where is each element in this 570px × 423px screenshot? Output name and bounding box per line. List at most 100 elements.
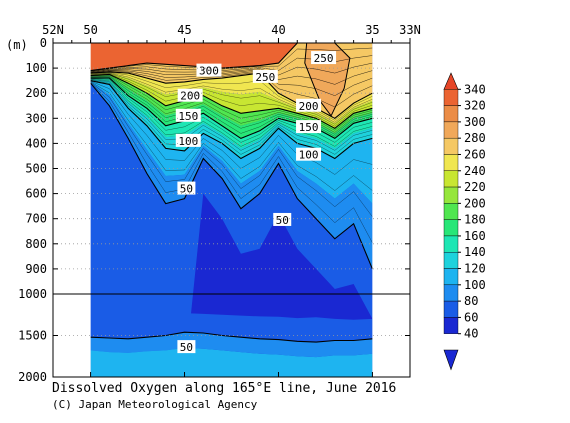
contour-minor [90,79,373,155]
depth-tick-label: 400 [25,136,47,150]
deep-band-60 [90,332,373,358]
oxygen-band-240 [90,71,373,124]
colorbar-tick-label: 120 [464,262,486,276]
colorbar-swatch [443,121,459,139]
plot-frame [52,42,411,378]
colorbar-tick-label: 300 [464,115,486,129]
contour-minor [90,62,373,76]
contour-minor [90,75,373,133]
colorbar-tick-label: 160 [464,229,486,243]
colorbar-swatch [443,235,459,253]
colorbar-tick-label: 60 [464,310,478,324]
contour-label-bg [175,133,201,147]
contour-deep-50 [90,331,373,343]
colorbar-tick-label: 180 [464,213,486,227]
contour-label: 300 [199,65,219,78]
colorbar-tick-label: 320 [464,99,486,113]
axis-layer [52,42,411,378]
contour-minor [90,69,373,85]
depth-tick-label: 2000 [18,370,47,384]
oxygen-band-50 [90,83,373,377]
contour-label: 50 [180,341,193,354]
contour-250 [90,71,373,119]
colorbar-tick-label: 100 [464,278,486,292]
depth-unit-label: (m) [6,38,28,52]
depth-tick-label: 200 [25,86,47,100]
colorbar-swatch [443,203,459,220]
depth-tick-label: 700 [25,212,47,226]
contour-label-bg [177,181,196,195]
contour-label: 200 [180,90,200,103]
latitude-tick-label: 50 [83,23,97,37]
copyright-credit: (C) Japan Meteorological Agency [52,398,258,411]
contour-label-bg [296,98,322,112]
colorbar-swatch [443,219,459,237]
latitude-tick-label: 52N [42,23,64,37]
depth-tick-label: 600 [25,187,47,201]
chart-title: Dissolved Oxygen along 165°E line, June … [52,381,396,396]
colorbar-swatch [443,186,459,204]
depth-tick-label: 1000 [18,287,47,301]
colorbar-max-arrow [443,72,459,90]
contour-core-280 [304,42,351,117]
depth-tick-label: 1500 [18,329,47,343]
contour-minor [90,78,373,143]
contour-label: 50 [276,214,289,227]
colorbar-min-arrow [443,349,459,371]
colorbar-tick-label: 280 [464,131,486,145]
contour-label: 250 [314,52,334,65]
contour-50 [90,82,373,270]
contour-minor [90,78,373,147]
contour-minor [90,81,373,191]
contour-200 [90,73,373,129]
contour-minor [90,72,373,123]
colorbar-swatch [443,317,459,334]
contour-150 [90,77,373,140]
contour-label: 150 [178,110,198,123]
contour-label-bg [311,51,337,65]
depth-tick-label: 100 [25,61,47,75]
contour-minor [90,73,373,127]
contour-label: 100 [178,135,198,148]
contour-label-bg [296,147,322,161]
contour-label-bg [177,340,196,354]
depth-tick-label: 300 [25,111,47,125]
contour-label-bg [177,88,203,102]
contour-minor [90,73,373,125]
contour-minor [90,82,373,217]
colorbar-swatch [443,137,459,155]
latitude-tick-label: 40 [271,23,285,37]
contour-label-bg [296,120,322,134]
contour-minor [90,70,373,96]
colorbar-tick-label: 140 [464,245,486,259]
deep-band-50 [90,313,373,343]
oxygen-band-80 [90,81,373,269]
contour-minor [90,74,373,131]
colorbar-swatch [443,105,459,123]
colorbar: 40 60 80 100 120 140 160 180 200 220 240 260 280 300 3… [443,72,486,371]
contour-label: 250 [255,71,275,84]
contour-label-bg [252,69,278,83]
contour-label: 100 [299,149,319,162]
colorbar-tick-label: 240 [464,164,486,178]
latitude-tick-label: 45 [177,23,191,37]
contour-100 [90,80,373,160]
contour-minor [90,47,373,72]
no-data-north-mask [53,43,91,377]
contour-label: 150 [299,121,319,134]
colorbar-tick-label: 40 [464,327,478,341]
contour-minor [90,76,373,135]
colorbar-swatch [443,300,459,318]
contour-label-bg [273,212,292,226]
colorbar-swatch [443,170,459,188]
colorbar-tick-label: 80 [464,294,478,308]
contour-label: 50 [180,183,193,196]
colorbar-tick-label: 260 [464,147,486,161]
colorbar-tick-label: 200 [464,196,486,210]
contour-minor [90,79,373,151]
depth-tick-label: 800 [25,237,47,251]
colorbar-swatch [443,284,459,302]
latitude-tick-layer: 52N 50 45 40 35 33N [42,23,421,377]
colorbar-swatch [443,252,459,269]
